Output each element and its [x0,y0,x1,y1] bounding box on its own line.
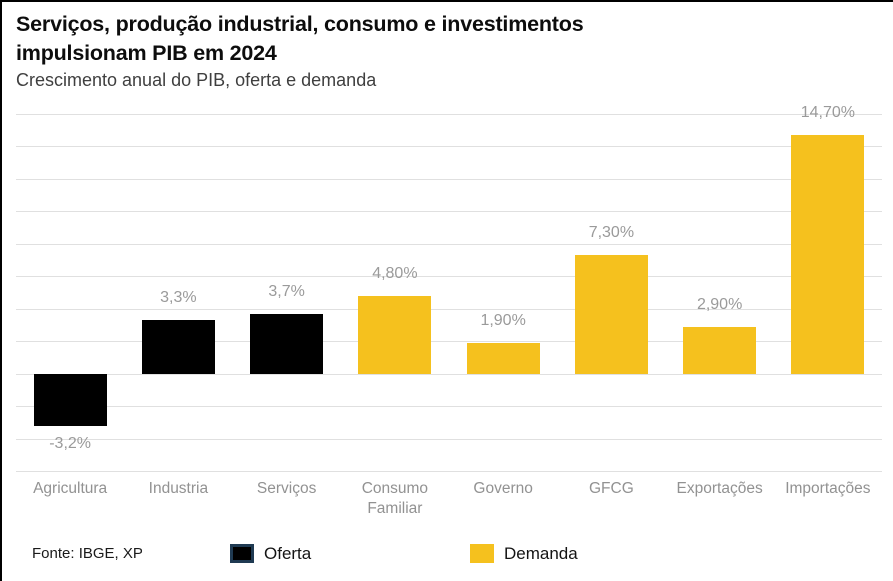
gridline [16,243,882,245]
bar-governo [466,342,540,374]
category-label-consumo-familiar: Consumo Familiar [361,480,429,517]
gridline [16,471,882,472]
gridline [16,276,882,278]
bar-exporta-es [683,326,757,374]
bar-servi-os [250,313,324,374]
value-label-agricultura: -3,2% [49,434,92,452]
gridline [16,146,882,148]
demanda-legend-label: Demanda [504,544,578,563]
gridline [16,114,882,115]
bar-industria [141,320,215,374]
category-label-importa-es: Importações [785,480,871,497]
category-axis: Agricultura Industria Serviços Consumo Fami… [16,479,882,527]
value-label-importa-es: 14,70% [800,104,855,122]
gridline [16,438,882,440]
bar-consumo-familiar [358,295,432,374]
value-label-gfcg: 7,30% [588,224,635,242]
category-label-agricultura: Agricultura [33,480,108,497]
gridline [16,178,882,180]
gridline [16,341,882,343]
category-label-gfcg: GFCG [588,480,634,497]
category-label-servi-os: Serviços [256,480,317,497]
value-label-consumo-familiar: 4,80% [372,264,418,282]
demanda-legend-swatch-icon [470,544,494,563]
value-label-exporta-es: 2,90% [696,295,743,313]
value-label-governo: 1,90% [480,311,526,329]
page-title-line1: Serviços, produção industrial, consumo e… [16,12,584,36]
bar-gfcg [574,255,648,374]
oferta-legend-label: Oferta [264,544,312,563]
oferta-legend-swatch-icon [230,544,254,563]
gridline [16,308,882,310]
category-label-governo: Governo [473,480,533,497]
page-title: Serviços, produção industrial, consumo e… [16,10,676,68]
bar-chart-plot-area: -3,2% 3,3% 3,7% 4,80% 1,90% 7,30% 2,90% 14,70% [16,104,882,472]
value-label-industria: 3,3% [160,289,197,307]
gridline [16,406,882,408]
page-title-line2: impulsionam PIB em 2024 [16,41,277,65]
category-label-exporta-es: Exportações [676,480,763,497]
gridline [16,211,882,213]
gridline [16,373,882,375]
value-label-servi-os: 3,7% [268,282,305,300]
category-label-industria: Industria [148,480,209,497]
page-subtitle: Crescimento anual do PIB, oferta e deman… [16,70,377,90]
bar-agricultura [33,373,107,426]
bar-importa-es [791,135,865,374]
source-note: Fonte: IBGE, XP [32,545,143,562]
